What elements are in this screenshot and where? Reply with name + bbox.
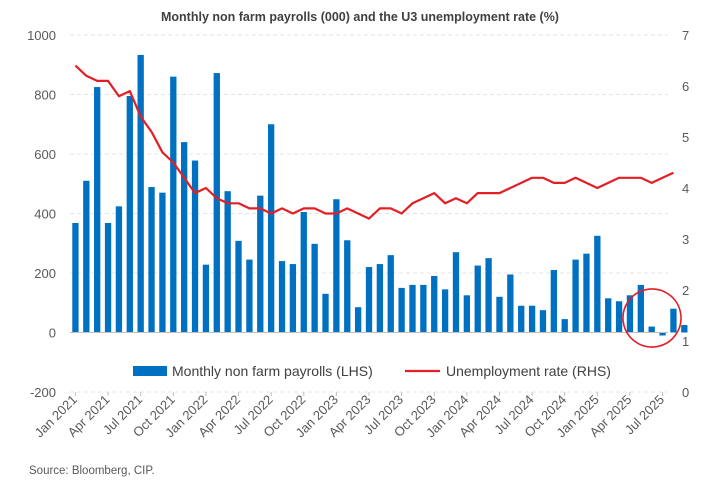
bar (354, 307, 362, 333)
bar (289, 264, 297, 333)
legend-bar-label: Monthly non farm payrolls (LHS) (172, 363, 373, 379)
y-right-tick-label: 7 (682, 28, 689, 43)
bar (333, 199, 340, 333)
bar (605, 298, 612, 333)
legend-line-label: Unemployment rate (RHS) (446, 363, 611, 379)
bar (115, 206, 123, 333)
y-left-tick-label: 600 (34, 147, 56, 162)
bar (311, 243, 318, 333)
bar (191, 160, 199, 333)
bar (441, 289, 449, 333)
bar (496, 296, 503, 333)
bar (626, 295, 634, 333)
bar (170, 76, 177, 333)
bar (72, 223, 79, 333)
legend: Monthly non farm payrolls (LHS) Unemploy… (133, 363, 611, 379)
bar (257, 195, 264, 333)
bar (594, 235, 601, 333)
bar (474, 265, 481, 333)
bar (94, 87, 101, 333)
bar (409, 284, 416, 333)
bar (300, 212, 307, 333)
y-right-tick-label: 2 (682, 283, 689, 298)
bar (572, 259, 579, 333)
bar (322, 293, 329, 333)
bar (365, 267, 373, 333)
y-left-tick-label: 800 (34, 88, 56, 103)
bar (387, 255, 394, 333)
bar (278, 261, 286, 333)
y-left-tick-label: 0 (49, 326, 56, 341)
bar (539, 310, 547, 333)
bar (485, 258, 492, 333)
y-right-tick-label: 6 (682, 79, 689, 94)
y-right-tick-label: 5 (682, 130, 689, 145)
bar (246, 259, 253, 333)
bar (507, 274, 514, 333)
bar (637, 284, 644, 333)
bar (681, 325, 688, 333)
bar (398, 287, 405, 333)
bar (431, 275, 438, 333)
bar (267, 124, 275, 333)
y-left-tick-label: 400 (34, 207, 56, 222)
bar (376, 264, 384, 333)
bar (648, 326, 655, 333)
y-left-tick-label: 1000 (27, 28, 56, 43)
y-left-tick-label: -200 (30, 385, 56, 400)
y-right-tick-label: 3 (682, 232, 689, 247)
y-right-tick-label: 1 (682, 334, 689, 349)
y-left-tick-label: 200 (34, 266, 56, 281)
bar (235, 240, 242, 333)
bar (181, 142, 188, 333)
bar (452, 252, 460, 333)
bar (550, 270, 557, 333)
bar (137, 54, 144, 333)
bar (344, 240, 351, 333)
gridlines (70, 34, 668, 393)
payrolls-bars (72, 54, 688, 336)
bar (83, 180, 90, 333)
bar (670, 308, 677, 333)
unemployment-line (74, 64, 674, 220)
bar (126, 95, 133, 333)
bar (463, 295, 471, 333)
bar (583, 253, 590, 333)
bar (561, 319, 568, 333)
y-right-tick-label: 4 (682, 181, 689, 196)
bar (518, 305, 525, 333)
bar (420, 284, 427, 333)
source-note: Source: Bloomberg, CIP. (29, 465, 155, 477)
bar (615, 301, 623, 333)
bar (224, 191, 231, 333)
bar (213, 73, 220, 333)
bar (104, 223, 112, 333)
bar (659, 332, 666, 336)
bar (159, 192, 166, 333)
bar (148, 187, 155, 333)
annotation-circle (622, 288, 682, 348)
unemployment-line-group (74, 64, 674, 220)
bar (202, 264, 210, 333)
chart-title: Monthly non farm payrolls (000) and the … (161, 10, 559, 24)
bar (528, 305, 536, 333)
y-right-tick-label: 0 (682, 385, 689, 400)
legend-bar-swatch (133, 366, 167, 376)
